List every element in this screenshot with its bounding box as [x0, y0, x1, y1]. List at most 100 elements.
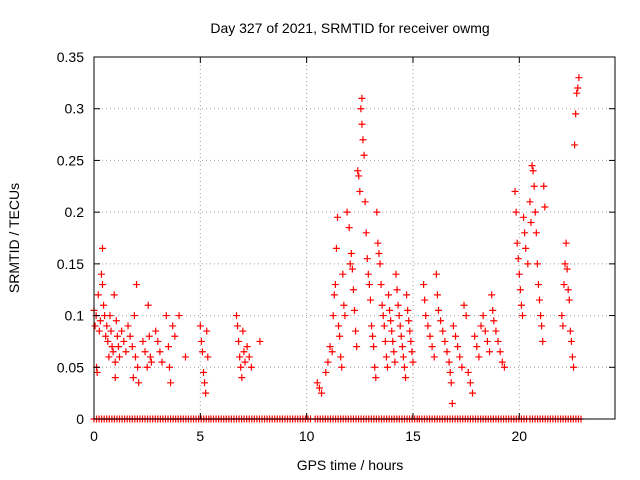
y-axis-label: SRMTID / TECUs — [6, 183, 22, 293]
data-point — [395, 312, 403, 320]
data-point — [462, 312, 470, 320]
data-point — [517, 301, 525, 309]
data-point — [126, 332, 134, 340]
data-point — [198, 348, 206, 356]
data-point — [558, 312, 566, 320]
data-points — [90, 74, 585, 423]
data-point — [245, 353, 253, 361]
data-point — [516, 286, 524, 294]
data-point — [573, 89, 581, 97]
data-point — [452, 332, 460, 340]
data-point — [111, 374, 119, 382]
x-axis-label: GPS time / hours — [297, 457, 404, 473]
data-point — [379, 312, 387, 320]
data-point — [102, 332, 110, 340]
data-point — [144, 301, 152, 309]
data-point — [196, 322, 204, 330]
data-point — [143, 363, 151, 371]
data-point — [352, 327, 360, 335]
data-point — [363, 255, 371, 263]
data-point — [447, 379, 455, 387]
data-point — [158, 358, 166, 366]
data-point — [99, 281, 107, 289]
data-point — [175, 312, 183, 320]
data-point — [437, 317, 445, 325]
data-point — [575, 74, 583, 82]
data-point — [526, 198, 534, 206]
data-point — [422, 312, 430, 320]
x-tick-label: 0 — [90, 428, 98, 444]
data-point — [396, 322, 404, 330]
data-point — [347, 250, 355, 258]
data-point — [104, 337, 112, 345]
data-point — [540, 182, 548, 190]
data-point — [434, 306, 442, 314]
data-point — [489, 306, 497, 314]
data-point — [349, 286, 357, 294]
data-point — [530, 182, 538, 190]
data-point — [364, 270, 372, 278]
data-point — [460, 301, 468, 309]
data-point — [243, 343, 251, 351]
data-point — [237, 363, 245, 371]
data-point — [498, 358, 506, 366]
data-point — [398, 343, 406, 351]
data-point — [371, 363, 379, 371]
x-tick-label: 5 — [196, 428, 204, 444]
data-point — [448, 399, 456, 407]
data-point — [397, 332, 405, 340]
data-point — [351, 306, 358, 314]
data-point — [361, 198, 369, 206]
data-point — [538, 322, 546, 330]
data-point — [383, 363, 391, 371]
data-point — [441, 337, 449, 345]
data-point — [120, 337, 128, 345]
data-point — [107, 327, 115, 335]
data-point — [372, 374, 380, 382]
data-point — [200, 368, 208, 376]
data-point — [490, 317, 498, 325]
data-point — [421, 296, 429, 304]
data-point — [520, 213, 528, 221]
y-tick-label: 0.15 — [57, 256, 84, 272]
data-point — [513, 239, 521, 247]
data-point — [391, 358, 399, 366]
data-point — [515, 270, 523, 278]
y-tick-label: 0.2 — [65, 204, 85, 220]
y-tick-label: 0 — [76, 411, 84, 427]
data-point — [512, 208, 520, 216]
data-point — [124, 322, 132, 330]
data-point — [345, 224, 353, 232]
data-point — [394, 301, 402, 309]
data-point — [378, 301, 386, 309]
data-point — [234, 322, 242, 330]
data-point — [110, 291, 118, 299]
data-point — [518, 312, 526, 320]
data-point — [409, 358, 417, 366]
data-point — [328, 348, 336, 356]
data-point — [335, 322, 343, 330]
data-point — [567, 337, 575, 345]
data-point — [566, 327, 574, 335]
data-point — [514, 255, 522, 263]
data-point — [332, 244, 340, 252]
data-point — [145, 332, 153, 340]
data-point — [331, 281, 339, 289]
data-point — [486, 348, 494, 356]
data-point — [322, 368, 330, 376]
data-point — [129, 374, 137, 382]
data-point — [527, 218, 535, 226]
data-point — [240, 348, 248, 356]
data-point — [471, 332, 479, 340]
data-point — [131, 353, 139, 361]
data-point — [91, 322, 99, 330]
data-point — [357, 105, 365, 113]
data-point — [380, 322, 388, 330]
data-point — [536, 296, 544, 304]
data-point — [181, 353, 189, 361]
data-point — [539, 337, 547, 345]
data-point — [572, 110, 580, 118]
data-point — [324, 358, 332, 366]
data-point — [456, 353, 464, 361]
